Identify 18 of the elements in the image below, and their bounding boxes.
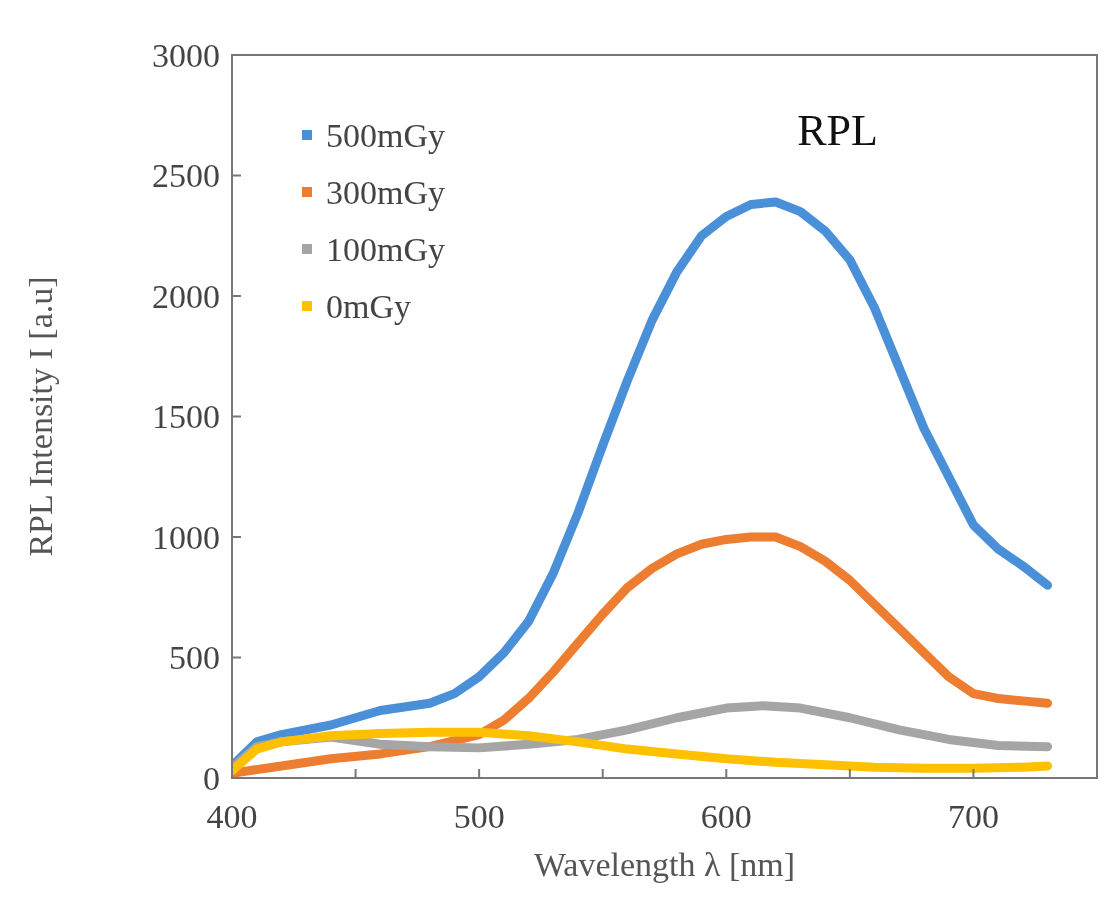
x-tick-label: 700 bbox=[947, 798, 999, 835]
y-tick-label: 1500 bbox=[152, 398, 220, 436]
legend-label: 500mGy bbox=[326, 116, 445, 154]
y-axis-title: RPL Intensity I [a.u] bbox=[22, 276, 59, 557]
text: RPL bbox=[797, 106, 878, 155]
y-tick-label: 2000 bbox=[152, 277, 220, 315]
x-tick-label: 500 bbox=[453, 798, 505, 835]
y-tick-label: 1000 bbox=[152, 518, 220, 556]
y-tick-label: 3000 bbox=[152, 36, 220, 74]
legend-label: 0mGy bbox=[326, 287, 411, 325]
x-tick-label: 600 bbox=[700, 798, 752, 835]
legend-label: 300mGy bbox=[326, 173, 445, 211]
y-tick-label: 2500 bbox=[152, 157, 220, 195]
y-tick-label: 0 bbox=[203, 759, 220, 797]
x-tick-label: 400 bbox=[206, 798, 258, 835]
y-tick-label: 500 bbox=[169, 639, 220, 677]
x-axis-title: Wavelength λ [nm] bbox=[533, 846, 796, 883]
legend-label: 100mGy bbox=[326, 230, 445, 268]
